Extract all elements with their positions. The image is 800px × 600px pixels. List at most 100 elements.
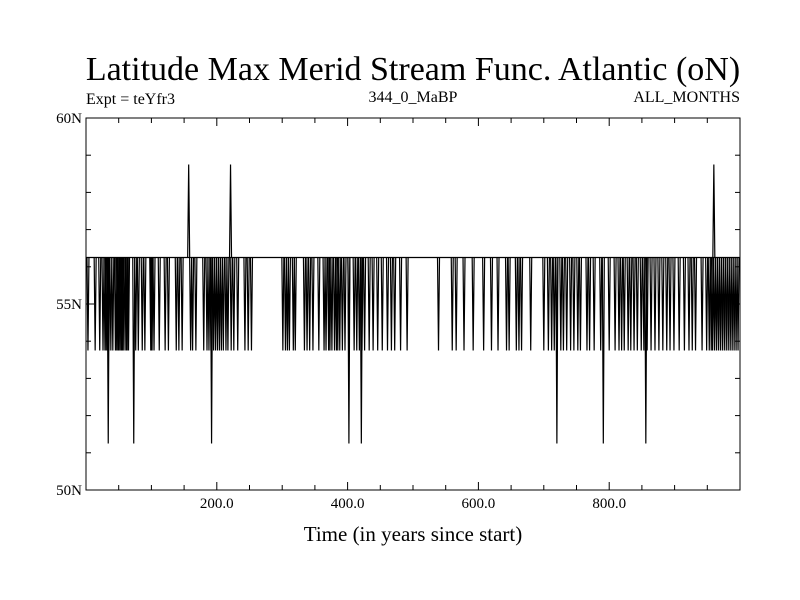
series-spike-low [629,257,633,351]
series-spike-low [291,257,295,351]
series-spike-low [542,257,546,351]
series-spike-low [215,257,220,351]
series-spike-low [700,257,704,351]
series-spike-low [229,257,233,351]
series-spike-low [732,257,736,351]
data-series [86,164,740,444]
months-label: ALL_MONTHS [633,89,740,106]
series-spike-low [720,257,724,351]
series-spike-low [287,257,291,351]
series-spike-low [714,257,719,351]
series-spike-low [546,257,550,351]
series-spike-low [355,257,359,351]
series-spike-low [338,257,342,351]
series-spike-low [189,257,193,351]
series-spike-low [682,257,687,351]
series-spike-low [213,257,218,351]
series-spike-low [561,257,566,351]
series-spike-low [730,257,734,351]
series-spike-low [157,257,161,351]
series-spike-low [587,257,592,351]
series-spike-low [311,257,315,351]
series-spike-low [552,257,556,351]
series-spike-low [249,257,254,351]
series-spike-low [149,257,153,351]
series-spike-low [707,257,711,351]
series-spike-low [592,257,596,351]
series-spike-low [635,257,639,351]
period-label: 344_0_MaBP [369,89,458,106]
series-spike-low [163,257,167,351]
series-spike-low [226,257,230,351]
series-spike-low [705,257,709,351]
series-spike-low [232,257,236,351]
series-spike-high [228,164,233,258]
series-spike-low [340,257,344,351]
series-spike-low [150,257,154,351]
series-spike-low [367,257,371,351]
series-spike-low [716,257,721,351]
x-axis-label: Time (in years since start) [304,522,523,546]
series-spike-low [126,257,131,351]
series-spike-low [322,257,326,351]
series-spike-low [690,257,694,351]
series-spike-low [726,257,730,351]
series-spike-low [93,257,97,351]
series-spike-low [330,257,334,351]
series-spike-low [336,257,340,351]
series-spike-low [514,257,518,351]
series-spike-low [550,257,554,351]
series-spike-low [293,257,297,351]
series-spike-low [722,257,726,351]
series-spike-low [152,257,156,351]
series-spike-low [302,257,307,351]
series-spike-low [219,257,223,351]
series-spike-low [376,257,380,351]
plot-frame [85,117,741,491]
x-tick-label: 200.0 [200,496,234,512]
series-spike-low [328,257,332,351]
series-spike-low [653,257,657,351]
series-spike-low [687,257,691,351]
series-spike-deep [132,257,136,444]
series-spike-low [398,257,403,351]
series-spike-low [243,257,247,351]
series-spike-low [572,257,576,351]
series-spike-low [86,257,90,351]
series-spike-low [166,257,171,351]
series-spike-low [207,257,211,351]
series-spike-deep [209,257,214,444]
series-spike-low [191,257,195,351]
series-spike-low [283,257,288,351]
series-spike-low [454,257,458,351]
series-spike-low [221,257,225,351]
series-spike-low [343,257,347,351]
series-spike-low [371,257,375,351]
series-spike-deep [359,257,363,444]
series-spike-low [246,257,250,351]
series-spike-low [724,257,728,351]
y-tick-label: 50N [56,483,82,499]
series-spike-low [736,257,740,351]
series-spike-low [109,257,113,351]
series-spike-low [565,257,569,351]
series-spike-low [504,257,509,351]
series-spike-low [462,257,466,351]
series-spike-low [607,257,611,351]
series-spike-low [649,257,653,351]
axis-ticks [86,118,740,490]
series-spike-deep [347,257,351,444]
series-spike-low [332,257,337,351]
y-tick-label: 60N [56,111,82,127]
series-spike-low [728,257,732,351]
series-spike-low [710,257,715,351]
series-spike-deep [644,257,648,444]
series-spike-low [559,257,563,351]
series-spike-low [140,257,144,351]
series-spike-low [677,257,681,351]
series-spike-low [613,257,617,351]
series-spike-low [471,257,475,351]
series-spike-low [205,257,209,351]
series-spike-low [281,257,285,351]
